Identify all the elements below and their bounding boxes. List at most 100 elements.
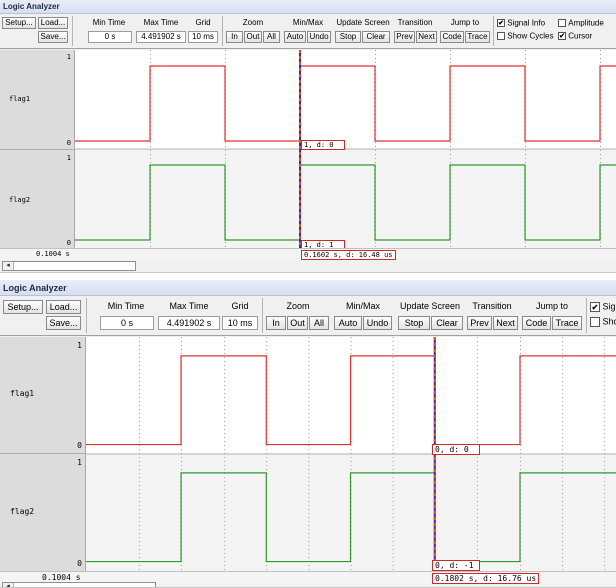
waveform-svg: [75, 50, 616, 248]
jump-code-button[interactable]: Code: [522, 316, 551, 330]
scale-max-label: 1: [66, 154, 71, 162]
jump-to-header: Jump to: [535, 301, 568, 311]
undo-button[interactable]: Undo: [307, 31, 331, 43]
stop-button[interactable]: Stop: [335, 31, 361, 43]
minmax-header: Min/Max: [345, 301, 380, 311]
next-transition-button[interactable]: Next: [416, 31, 437, 43]
min-time-header: Min Time: [92, 18, 126, 27]
jump-trace-button[interactable]: Trace: [465, 31, 490, 43]
save-button[interactable]: Save...: [46, 316, 81, 330]
zoom-out-button[interactable]: Out: [287, 316, 308, 330]
load-button[interactable]: Load...: [46, 300, 81, 314]
grid-header: Grid: [231, 301, 249, 311]
toolbar-separator: [86, 298, 87, 333]
toolbar-separator: [262, 298, 263, 333]
signal-name-flag2[interactable]: flag2: [9, 196, 31, 204]
auto-button[interactable]: Auto: [334, 316, 362, 330]
jump-to-header: Jump to: [450, 18, 480, 27]
clear-button[interactable]: Clear: [362, 31, 390, 43]
load-button[interactable]: Load...: [38, 17, 68, 29]
show-cycles-checkbox[interactable]: Show Cycles: [497, 31, 553, 40]
waveform-plot-area[interactable]: 0, d: 0 0, d: -1: [86, 337, 616, 571]
zoom-all-button[interactable]: All: [263, 31, 280, 43]
jump-trace-button[interactable]: Trace: [552, 316, 582, 330]
min-time-header: Min Time: [107, 301, 145, 311]
toolbar-separator: [493, 16, 494, 46]
amplitude-checkbox[interactable]: Amplitude: [558, 18, 604, 27]
cursor-checkbox[interactable]: ✔ Cursor: [558, 31, 592, 40]
zoom-header: Zoom: [286, 301, 310, 311]
zoom-in-button[interactable]: In: [226, 31, 243, 43]
panel-gap: [0, 273, 616, 280]
time-left-label: 0.1004 s: [36, 250, 70, 258]
min-time-value: 0 s: [88, 31, 132, 43]
next-transition-button[interactable]: Next: [493, 316, 518, 330]
undo-button[interactable]: Undo: [363, 316, 392, 330]
show-cycles-label: Show: [602, 316, 616, 327]
max-time-header: Max Time: [169, 301, 209, 311]
setup-button[interactable]: Setup...: [2, 17, 36, 29]
signal-cursor-readout-flag2: 0, d: -1: [432, 560, 480, 571]
grid-value: 10 ms: [222, 316, 258, 330]
scroll-left-icon[interactable]: ◂: [3, 583, 14, 587]
jump-code-button[interactable]: Code: [440, 31, 464, 43]
signal-info-checkbox[interactable]: ✔ Signa: [590, 301, 616, 312]
scale-min-label: 0: [77, 441, 82, 450]
grid-value: 10 ms: [188, 31, 218, 43]
signal-name-flag1[interactable]: flag1: [10, 389, 35, 398]
signal-name-flag2[interactable]: flag2: [10, 507, 35, 516]
waveform-svg: [86, 337, 616, 571]
window-title: Logic Analyzer: [0, 280, 616, 296]
cursor-label: Cursor: [568, 31, 593, 41]
clear-button[interactable]: Clear: [431, 316, 463, 330]
max-time-value: 4.491902 s: [158, 316, 220, 330]
min-time-value: 0 s: [100, 316, 154, 330]
zoom-out-button[interactable]: Out: [244, 31, 262, 43]
waveform-plot-area[interactable]: 1, d: 0 1, d: 1: [75, 50, 616, 248]
stop-button[interactable]: Stop: [398, 316, 430, 330]
save-button[interactable]: Save...: [38, 31, 68, 43]
waveform-flag2: [75, 164, 616, 241]
waveform-flag1: [75, 65, 616, 142]
scroll-left-icon[interactable]: ◂: [3, 262, 14, 270]
update-screen-header: Update Screen: [399, 301, 461, 311]
zoom-in-button[interactable]: In: [266, 316, 286, 330]
horizontal-scrollbar[interactable]: ◂: [2, 582, 156, 587]
scale-min-label: 0: [66, 239, 71, 247]
show-cycles-checkbox[interactable]: Show: [590, 316, 616, 327]
grid-header: Grid: [195, 18, 211, 27]
signal-cursor-readout-flag1: 1, d: 0: [301, 140, 345, 150]
auto-button[interactable]: Auto: [284, 31, 306, 43]
prev-transition-button[interactable]: Prev: [394, 31, 415, 43]
toolbar-separator: [222, 16, 223, 46]
setup-button[interactable]: Setup...: [3, 300, 43, 314]
cursor-time-readout: 0.1602 s, d: 16.48 us: [301, 250, 396, 260]
checkbox-checked-icon: ✔: [497, 18, 505, 27]
waveform-flag2: [86, 472, 616, 563]
signal-name-flag1[interactable]: flag1: [9, 95, 31, 103]
signal-info-label: Signa: [602, 301, 616, 312]
scale-max-label: 1: [77, 341, 82, 350]
show-cycles-label: Show Cycles: [507, 31, 554, 41]
update-screen-header: Update Screen: [336, 18, 390, 27]
time-axis-bar: 0.1004 s 0.1802 s, d: 16.76 us: [0, 571, 616, 584]
max-time-value: 4.491902 s: [136, 31, 186, 43]
waveform-flag1: [86, 355, 616, 446]
transition-header: Transition: [397, 18, 433, 27]
logic-analyzer-panel-1: Logic Analyzer Setup... Load... Save... …: [0, 0, 616, 273]
checkbox-checked-icon: ✔: [558, 31, 566, 40]
zoom-all-button[interactable]: All: [309, 316, 329, 330]
checkbox-checked-icon: ✔: [590, 301, 600, 312]
toolbar-separator: [72, 16, 73, 46]
cursor-time-readout: 0.1802 s, d: 16.76 us: [432, 573, 540, 584]
scale-min-label: 0: [77, 559, 82, 568]
time-axis-bar: 0.1004 s 0.1602 s, d: 16.48 us: [0, 248, 616, 260]
checkbox-unchecked-icon: [497, 31, 505, 40]
transition-header: Transition: [472, 301, 512, 311]
signal-info-checkbox[interactable]: ✔ Signal Info: [497, 18, 545, 27]
horizontal-scrollbar[interactable]: ◂: [2, 261, 136, 271]
prev-transition-button[interactable]: Prev: [467, 316, 492, 330]
time-left-label: 0.1004 s: [42, 573, 81, 582]
window-title: Logic Analyzer: [0, 0, 616, 14]
lane-background: [75, 149, 616, 248]
